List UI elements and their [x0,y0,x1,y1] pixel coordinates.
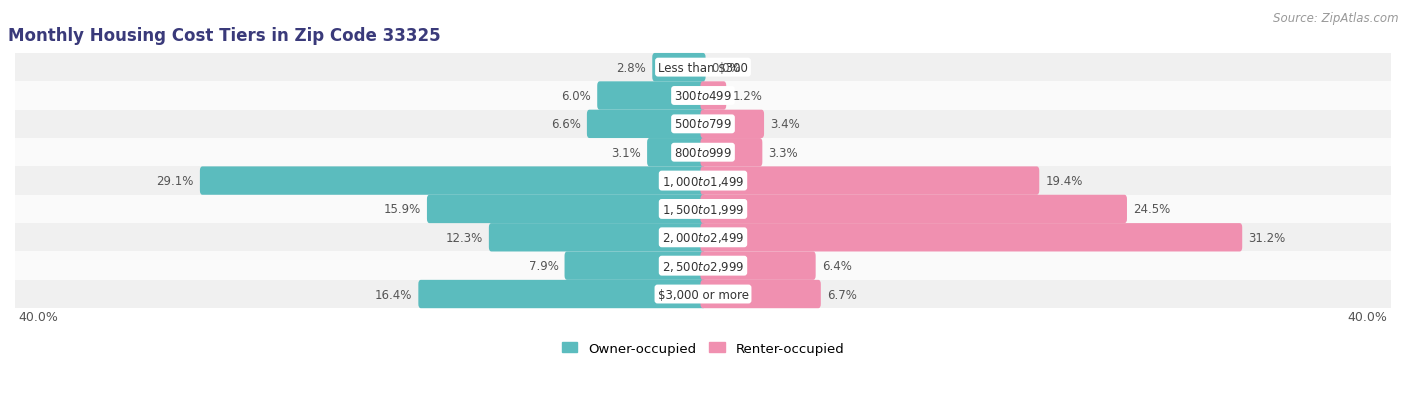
FancyBboxPatch shape [700,252,815,280]
Text: 6.4%: 6.4% [821,259,852,273]
FancyBboxPatch shape [598,82,706,110]
Text: 6.6%: 6.6% [551,118,581,131]
FancyBboxPatch shape [586,110,706,139]
Legend: Owner-occupied, Renter-occupied: Owner-occupied, Renter-occupied [557,337,849,360]
FancyBboxPatch shape [700,167,1039,195]
FancyBboxPatch shape [15,280,1391,309]
Text: 19.4%: 19.4% [1045,175,1083,188]
FancyBboxPatch shape [652,54,706,82]
Text: 3.4%: 3.4% [770,118,800,131]
Text: 40.0%: 40.0% [18,310,58,323]
Text: $3,000 or more: $3,000 or more [658,288,748,301]
Text: 15.9%: 15.9% [384,203,420,216]
FancyBboxPatch shape [489,223,706,252]
Text: $800 to $999: $800 to $999 [673,146,733,159]
FancyBboxPatch shape [700,195,1128,223]
FancyBboxPatch shape [15,195,1391,223]
Text: Source: ZipAtlas.com: Source: ZipAtlas.com [1274,12,1399,25]
FancyBboxPatch shape [15,252,1391,280]
FancyBboxPatch shape [200,167,706,195]
Text: $500 to $799: $500 to $799 [673,118,733,131]
Text: 3.1%: 3.1% [612,146,641,159]
FancyBboxPatch shape [15,54,1391,82]
Text: 16.4%: 16.4% [375,288,412,301]
Text: 3.3%: 3.3% [768,146,799,159]
Text: $2,500 to $2,999: $2,500 to $2,999 [662,259,744,273]
Text: 29.1%: 29.1% [156,175,194,188]
FancyBboxPatch shape [700,110,763,139]
FancyBboxPatch shape [700,82,727,110]
Text: 2.8%: 2.8% [616,62,647,74]
FancyBboxPatch shape [565,252,706,280]
FancyBboxPatch shape [700,223,1243,252]
Text: $1,500 to $1,999: $1,500 to $1,999 [662,202,744,216]
FancyBboxPatch shape [15,110,1391,139]
FancyBboxPatch shape [15,223,1391,252]
FancyBboxPatch shape [15,167,1391,195]
Text: Less than $300: Less than $300 [658,62,748,74]
Text: 40.0%: 40.0% [1348,310,1388,323]
FancyBboxPatch shape [15,139,1391,167]
FancyBboxPatch shape [647,139,706,167]
Text: Monthly Housing Cost Tiers in Zip Code 33325: Monthly Housing Cost Tiers in Zip Code 3… [8,27,440,45]
Text: 7.9%: 7.9% [529,259,558,273]
Text: 24.5%: 24.5% [1133,203,1170,216]
Text: $1,000 to $1,499: $1,000 to $1,499 [662,174,744,188]
Text: $300 to $499: $300 to $499 [673,90,733,103]
FancyBboxPatch shape [419,280,706,309]
Text: $2,000 to $2,499: $2,000 to $2,499 [662,231,744,245]
Text: 0.0%: 0.0% [711,62,741,74]
FancyBboxPatch shape [427,195,706,223]
Text: 31.2%: 31.2% [1249,231,1285,244]
Text: 6.0%: 6.0% [561,90,591,103]
Text: 6.7%: 6.7% [827,288,856,301]
FancyBboxPatch shape [700,139,762,167]
FancyBboxPatch shape [700,280,821,309]
FancyBboxPatch shape [15,82,1391,110]
Text: 1.2%: 1.2% [733,90,762,103]
Text: 12.3%: 12.3% [446,231,482,244]
